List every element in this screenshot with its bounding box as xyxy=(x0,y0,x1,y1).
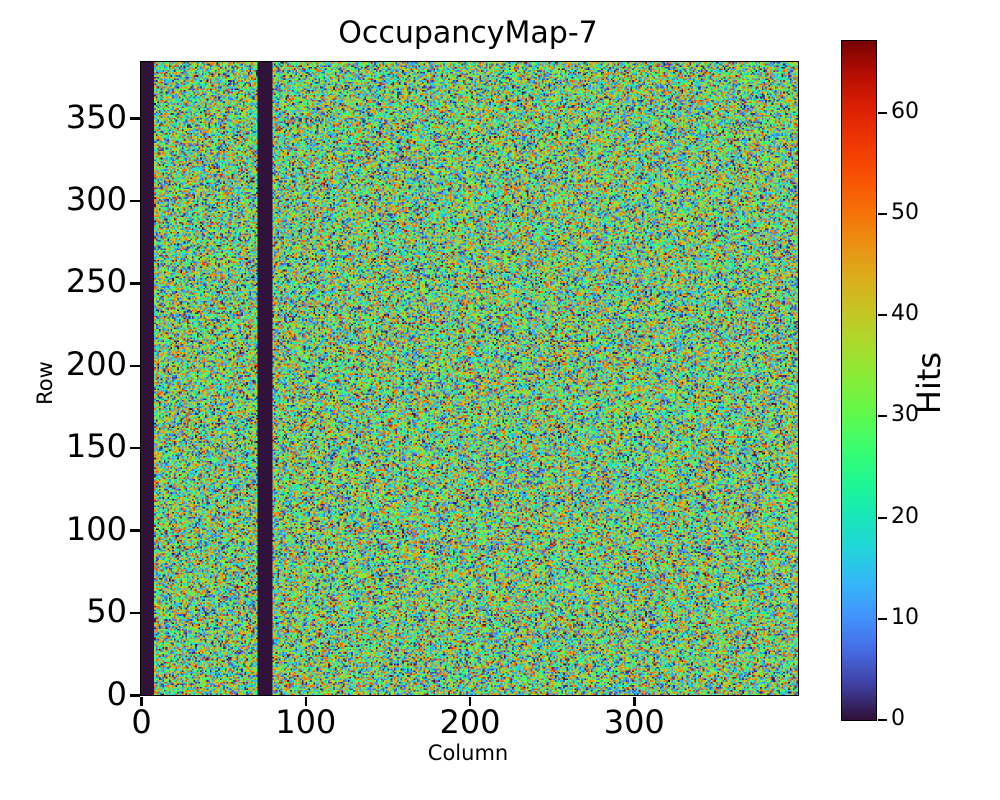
colorbar-tick-mark xyxy=(878,516,887,519)
y-tick-mark xyxy=(130,611,140,615)
colorbar-tick-mark xyxy=(878,415,887,418)
colorbar-tick-label: 60 xyxy=(891,98,919,124)
x-tick-mark xyxy=(468,697,472,706)
y-tick-label: 100 xyxy=(65,509,127,548)
plot-title: OccupancyMap-7 xyxy=(338,15,598,51)
x-tick-label: 200 xyxy=(439,703,501,741)
y-tick-mark xyxy=(130,199,140,203)
colorbar-tick-label: 10 xyxy=(891,604,919,630)
colorbar xyxy=(841,40,877,721)
y-tick-label: 250 xyxy=(65,262,127,301)
x-tick-label: 300 xyxy=(603,703,665,741)
heatmap-canvas xyxy=(141,62,798,695)
y-tick-mark xyxy=(130,446,140,450)
colorbar-tick-label: 0 xyxy=(891,706,905,731)
y-tick-mark xyxy=(130,529,140,532)
x-tick-label: 100 xyxy=(275,703,337,741)
colorbar-tick-mark xyxy=(878,213,887,216)
colorbar-tick-label: 30 xyxy=(891,402,919,428)
y-tick-label: 50 xyxy=(86,592,127,631)
y-tick-label: 150 xyxy=(65,427,127,466)
y-tick-mark xyxy=(130,694,140,697)
y-axis-label: Row xyxy=(33,361,57,405)
colorbar-tick-mark xyxy=(878,617,887,620)
colorbar-tick-mark xyxy=(878,314,887,317)
colorbar-label: Hits xyxy=(910,351,948,415)
x-tick-mark xyxy=(633,697,636,706)
colorbar-tick-label: 50 xyxy=(891,200,919,226)
y-tick-mark xyxy=(130,364,140,368)
x-tick-label: 0 xyxy=(131,703,152,741)
x-tick-mark xyxy=(304,697,307,706)
y-tick-label: 0 xyxy=(106,674,127,713)
colorbar-tick-label: 40 xyxy=(891,301,919,327)
colorbar-tick-label: 20 xyxy=(891,503,919,529)
colorbar-tick-mark xyxy=(878,111,887,114)
colorbar-gradient xyxy=(842,41,876,720)
y-tick-label: 350 xyxy=(65,97,127,136)
y-tick-mark xyxy=(130,117,140,120)
y-tick-label: 300 xyxy=(65,179,127,218)
x-axis-label: Column xyxy=(427,741,509,765)
x-tick-mark xyxy=(140,697,143,706)
y-tick-label: 200 xyxy=(65,344,127,383)
y-tick-mark xyxy=(130,282,140,285)
colorbar-tick-mark xyxy=(878,719,887,721)
plot-area xyxy=(140,61,799,696)
